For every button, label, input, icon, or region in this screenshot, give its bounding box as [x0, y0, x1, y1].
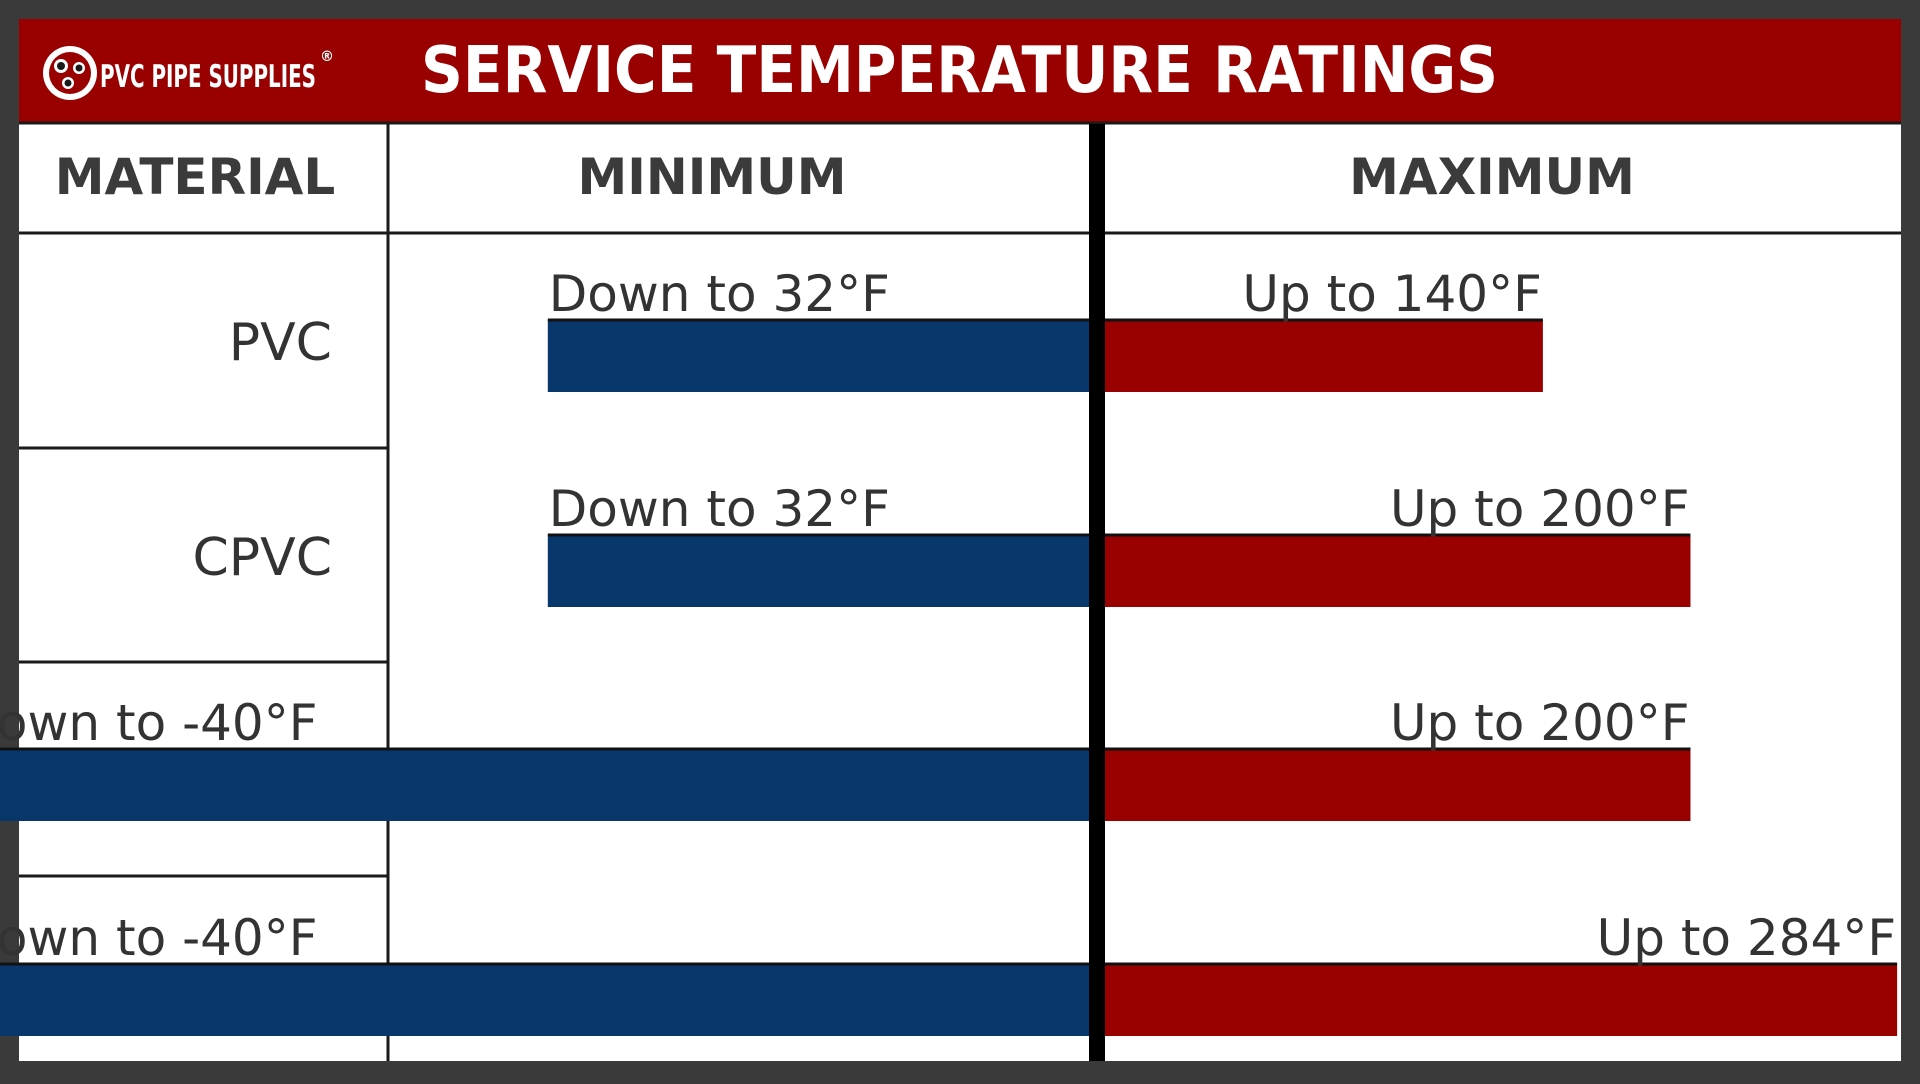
column-header-maximum: MAXIMUM [1349, 148, 1635, 206]
min-bar-pvdf [0, 964, 1089, 1036]
max-bar-pvdf [1105, 964, 1898, 1036]
min-bar-cpvc [547, 535, 1089, 607]
max-label-pvdf: Up to 284°F [1597, 909, 1897, 967]
max-label-pvc: Up to 140°F [1242, 265, 1542, 323]
min-bar-pex [0, 749, 1089, 821]
header-band [19, 19, 1901, 122]
column-header-material: MATERIAL [55, 148, 336, 206]
max-label-pex: Up to 200°F [1390, 694, 1690, 752]
brand-name: PVC PIPE SUPPLIES [100, 59, 316, 95]
bars-layer: PVC Down to 32°F Up to 140°F CPVC Down to 32… [0, 265, 1898, 1036]
min-label-cpvc: Down to 32°F [549, 480, 890, 538]
max-bar-pex [1105, 749, 1691, 821]
column-header-minimum: MINIMUM [578, 148, 847, 206]
max-bar-cpvc [1105, 535, 1691, 607]
chart-title: SERVICE TEMPERATURE RATINGS [421, 34, 1498, 108]
min-label-pex: Down to -40°F [0, 694, 317, 752]
min-label-pvc: Down to 32°F [549, 265, 890, 323]
min-bar-pvc [547, 320, 1089, 392]
max-bar-pvc [1105, 320, 1543, 392]
brand-registered-mark: ® [320, 49, 334, 65]
center-divider [1089, 124, 1105, 1061]
max-label-cpvc: Up to 200°F [1390, 480, 1690, 538]
min-label-pvdf: Down to -40°F [0, 909, 317, 967]
material-label-cpvc: CPVC [192, 528, 332, 588]
material-label-pvc: PVC [229, 313, 332, 373]
brand-logo: PVC PIPE SUPPLIES ® [43, 46, 334, 100]
